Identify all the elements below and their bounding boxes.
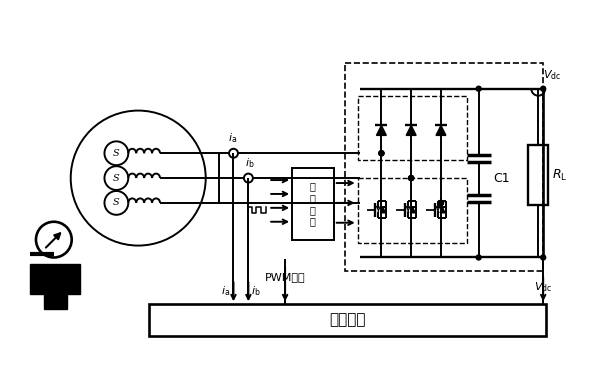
Text: 控制模塊: 控制模塊 [329,312,366,327]
Text: $i_{\rm b}$: $i_{\rm b}$ [251,284,261,298]
Polygon shape [440,207,445,213]
Bar [358,178,467,243]
Circle shape [379,151,384,156]
Circle shape [379,151,384,156]
Circle shape [439,200,443,206]
Polygon shape [410,207,415,213]
Circle shape [476,86,481,91]
Polygon shape [406,126,416,135]
Circle shape [541,86,545,91]
Text: S: S [113,149,119,158]
Text: 驅
動
模
塊: 驅 動 模 塊 [310,182,316,226]
Bar [149,304,546,336]
Circle shape [439,200,443,206]
Polygon shape [30,264,80,309]
Bar [528,146,548,205]
Circle shape [541,255,545,260]
Polygon shape [380,207,385,213]
Bar [292,168,334,240]
Text: PWM信號: PWM信號 [265,272,305,282]
Text: $i_{\rm a}$: $i_{\rm a}$ [221,284,230,298]
Text: $V_{\rm dc}$: $V_{\rm dc}$ [543,68,562,82]
Circle shape [379,151,384,156]
Bar [358,96,467,160]
Circle shape [409,176,413,180]
Circle shape [439,200,443,206]
Text: $V_{\rm dc}$: $V_{\rm dc}$ [534,280,553,294]
Text: $R_{\rm L}$: $R_{\rm L}$ [552,168,568,183]
Circle shape [409,176,413,180]
Bar [344,63,543,272]
Text: S: S [113,174,119,183]
Polygon shape [436,126,446,135]
Text: $i_{\rm b}$: $i_{\rm b}$ [245,156,254,170]
Circle shape [476,255,481,260]
Text: S: S [113,198,119,207]
Text: C1: C1 [494,172,510,184]
Text: $i_{\rm a}$: $i_{\rm a}$ [228,132,237,146]
Polygon shape [376,126,386,135]
Circle shape [409,176,413,180]
